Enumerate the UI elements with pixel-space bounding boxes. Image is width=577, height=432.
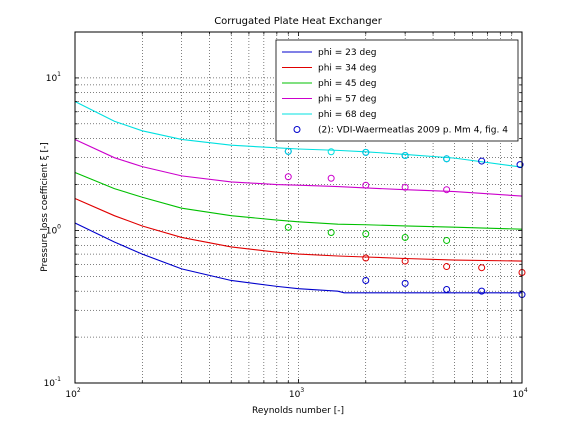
legend-label: phi = 57 deg bbox=[318, 95, 376, 105]
legend-label: (2): VDI-Waermeatlas 2009 p. Mm 4, fig. … bbox=[318, 126, 508, 136]
legend-label: phi = 45 deg bbox=[318, 79, 376, 89]
chart-title: Corrugated Plate Heat Exchanger bbox=[214, 16, 383, 27]
x-axis-label: Reynolds number [-] bbox=[252, 406, 344, 416]
legend: phi = 23 deg phi = 34 deg phi = 45 deg phi … bbox=[276, 40, 518, 141]
y-axis-label: Pressure loss coefficient ξ [-] bbox=[40, 142, 50, 271]
legend-label: phi = 68 deg bbox=[318, 110, 376, 120]
legend-label: phi = 23 deg bbox=[318, 48, 376, 58]
legend-label: phi = 34 deg bbox=[318, 64, 376, 74]
